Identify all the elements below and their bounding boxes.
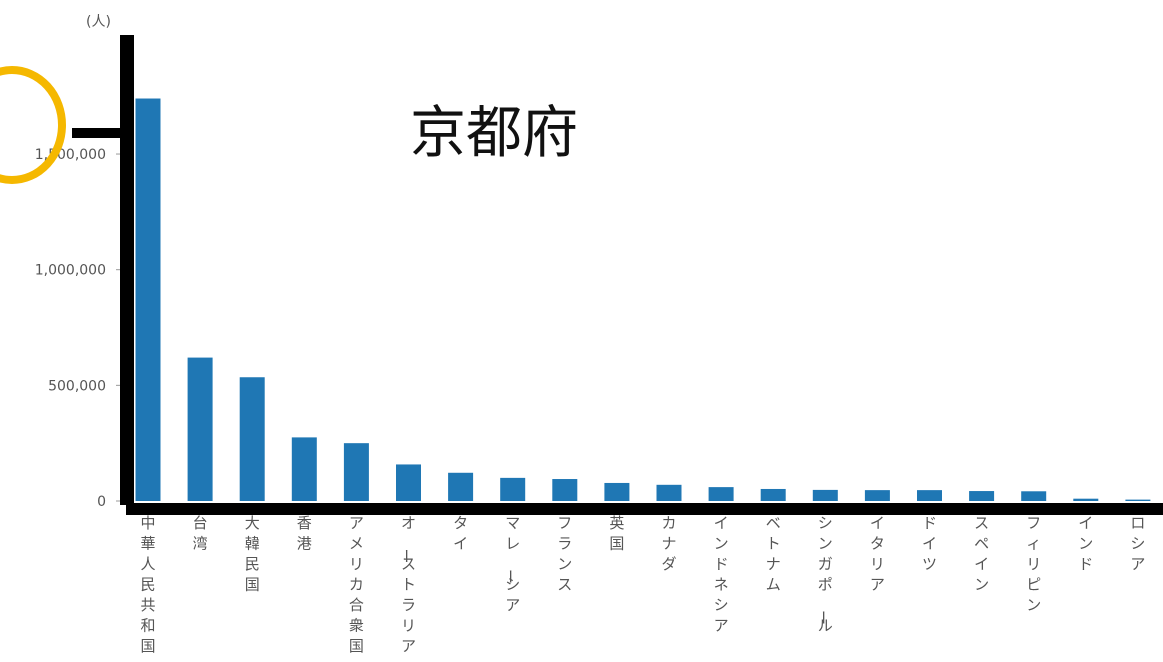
bar (135, 98, 161, 502)
y-tick-label: 1,000,000 (35, 263, 106, 279)
x-tick-label: タイ (453, 514, 468, 553)
bar (343, 443, 369, 501)
x-tick-label: インドネシア (714, 514, 729, 635)
thick-tick-overlay (72, 128, 128, 138)
y-tick-label: 500,000 (48, 378, 106, 394)
x-tick-label: 英国 (609, 514, 624, 553)
bar (239, 377, 265, 501)
bar (864, 490, 890, 501)
bar (1021, 491, 1047, 501)
bar (812, 489, 838, 501)
bar (1073, 498, 1099, 501)
x-tick-label: ロシア (1130, 514, 1145, 573)
x-tick-label: ベトナム (766, 514, 781, 594)
x-tick-label: フランス (557, 514, 572, 594)
x-tick-label: イタリア (870, 514, 885, 594)
x-tick-label: 香港 (297, 514, 312, 553)
y-tick-label: 0 (97, 494, 106, 510)
bars (135, 98, 1151, 502)
x-axis-labels: 中華人民共和国 台湾 大韓民国 香港 アメリカ合衆国 オーストラリア タイ マレーシア フランス… (140, 514, 1145, 655)
bar (708, 487, 734, 501)
x-tick-label: オーストラリア (397, 514, 416, 655)
x-tick-label: アメリカ合衆国 (349, 514, 364, 655)
highlight-circle (0, 66, 66, 184)
x-tick-label: フィリピン (1026, 514, 1041, 614)
thick-x-axis-overlay (126, 503, 1163, 515)
x-tick-label: 台湾 (193, 514, 208, 553)
bar (760, 488, 786, 501)
bar (291, 437, 317, 501)
bar (552, 479, 578, 501)
thick-y-axis-overlay (120, 35, 134, 505)
x-tick-label: マレーシア (501, 514, 520, 614)
y-unit-label: (人) (86, 14, 111, 30)
chart-title: 京都府 (410, 101, 578, 166)
x-tick-label: シンガポール (814, 514, 833, 635)
x-tick-label: 中華人民共和国 (140, 514, 155, 655)
x-tick-label: 大韓民国 (245, 514, 260, 594)
x-tick-label: カナダ (661, 514, 676, 573)
x-tick-label: ドイツ (922, 514, 937, 573)
bar (969, 491, 995, 501)
bar (1125, 499, 1151, 501)
bar (448, 472, 474, 501)
bar (396, 464, 421, 501)
x-tick-label: インド (1078, 514, 1093, 573)
bar (604, 482, 630, 501)
bar (656, 484, 682, 501)
x-tick-label: スペイン (974, 514, 989, 594)
bar (917, 490, 942, 501)
bar (500, 477, 526, 501)
annotation-overlay (0, 35, 1163, 515)
bar (187, 357, 213, 501)
